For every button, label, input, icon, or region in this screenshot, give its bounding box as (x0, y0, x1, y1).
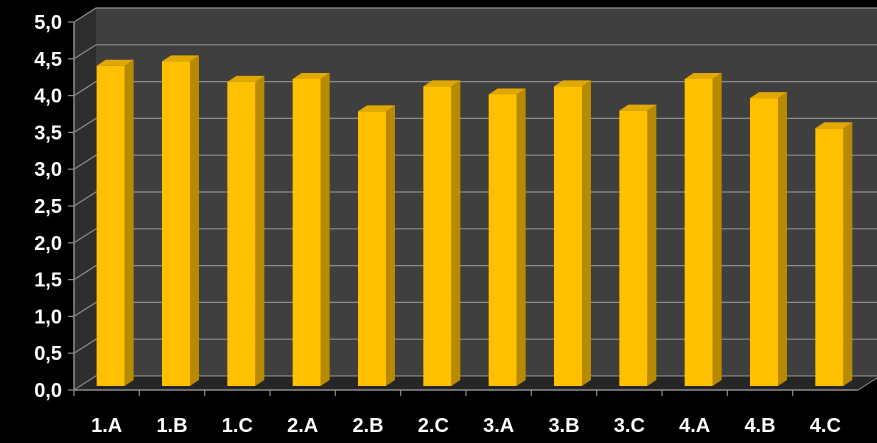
x-tick-label: 3.C (614, 415, 645, 437)
bar-side (712, 72, 722, 386)
x-tick-label: 4.C (810, 415, 841, 437)
bar-top (554, 80, 591, 87)
bar-side (778, 92, 787, 387)
bar-side (516, 88, 526, 386)
y-tick-label: 4,0 (34, 86, 62, 108)
bar-front (227, 81, 256, 386)
x-tick-label: 3.A (483, 415, 514, 437)
gridline (73, 301, 877, 317)
bar-front (684, 78, 713, 386)
bar-top (750, 92, 787, 99)
bar-top (227, 75, 265, 82)
bar-side (451, 80, 461, 387)
bar-side (320, 72, 330, 386)
gridline (73, 338, 877, 354)
bar (423, 80, 461, 387)
bar (162, 55, 199, 386)
gridlines (73, 7, 877, 391)
x-tick-label: 2.A (287, 415, 318, 437)
bar-side (582, 80, 591, 387)
x-tick-label: 4.B (744, 415, 775, 437)
x-tick-label: 1.C (222, 415, 253, 437)
y-tick-label: 2,0 (34, 233, 62, 255)
bar-top (684, 72, 722, 79)
bar (815, 122, 853, 386)
bar (750, 92, 787, 387)
bar-top (292, 72, 330, 79)
bar-top (423, 80, 461, 87)
x-tick-label: 1.A (91, 415, 122, 437)
gridline (73, 80, 877, 97)
bar-top (358, 105, 395, 112)
bar-front (292, 78, 321, 386)
bar-front (554, 86, 582, 387)
bar-side (843, 122, 853, 386)
bar-top (488, 88, 526, 95)
bar (619, 104, 657, 386)
bar-side (255, 75, 265, 386)
gridline (73, 228, 877, 244)
y-axis-tick-labels: 0,0 0,5 1,0 1,5 2,0 2,5 3,0 3,5 4,0 4,5 5,0 (34, 12, 62, 402)
bar-front (815, 128, 844, 386)
bar (227, 75, 265, 386)
gridline (73, 117, 877, 133)
bar (488, 88, 526, 386)
gridline (73, 7, 877, 23)
axes (68, 21, 858, 396)
bar (554, 80, 591, 387)
x-tick-label: 2.C (418, 415, 449, 437)
bar (684, 72, 722, 386)
bar-side (190, 55, 199, 386)
bar-side (124, 59, 134, 387)
y-tick-label: 5,0 (34, 12, 62, 34)
x-tick-label: 4.A (679, 415, 710, 437)
gridline (73, 44, 877, 60)
gridline (73, 265, 877, 281)
bar-top (162, 55, 199, 62)
x-tick-label: 3.B (548, 415, 579, 437)
bar-top (619, 104, 657, 111)
y-tick-label: 4,5 (34, 49, 62, 71)
bar-top (815, 122, 853, 129)
bar-front (423, 86, 452, 387)
y-tick-label: 1,5 (34, 270, 62, 292)
bar-front (488, 94, 517, 386)
bar-top (96, 59, 134, 66)
bar-front (750, 98, 778, 387)
bar-front (162, 61, 190, 386)
y-tick-label: 3,5 (34, 122, 62, 144)
y-tick-label: 0,5 (34, 343, 62, 365)
y-tick-label: 0,0 (34, 380, 62, 402)
bar-side (647, 104, 657, 386)
x-tick-label: 1.B (156, 415, 187, 437)
bar-side (386, 105, 395, 386)
bars (96, 55, 853, 387)
bar (292, 72, 330, 386)
bar (358, 105, 395, 386)
gridline (73, 191, 877, 207)
bar-front (619, 110, 648, 386)
x-axis-tick-labels: 1.A 1.B 1.C 2.A 2.B 2.C 3.A 3.B 3.C 4.A 4.B 4.C (91, 415, 841, 437)
gridline (73, 154, 877, 170)
bar-front (96, 65, 125, 386)
y-tick-label: 1,0 (34, 306, 62, 328)
bar-front (358, 111, 386, 386)
y-tick-label: 2,5 (34, 196, 62, 218)
bar (96, 59, 134, 387)
y-tick-label: 3,0 (34, 159, 62, 181)
x-tick-label: 2.B (352, 415, 383, 437)
